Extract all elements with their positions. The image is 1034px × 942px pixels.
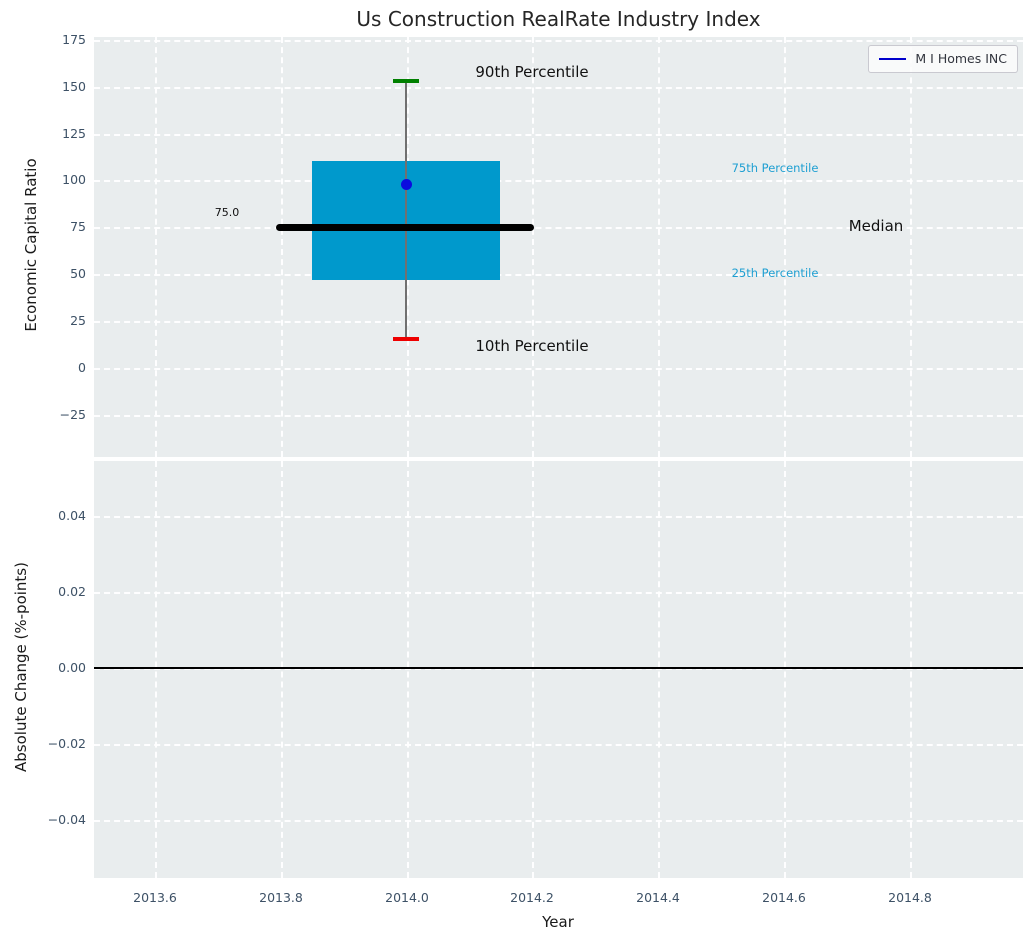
x-tick-label: 2014.2	[510, 890, 554, 905]
y-tick-label: 0.04	[58, 508, 86, 523]
x-tick-label: 2013.8	[259, 890, 303, 905]
gridline	[658, 37, 660, 457]
bottom-plot-area	[94, 461, 1023, 878]
gridline	[94, 40, 1023, 42]
gridline	[94, 368, 1023, 370]
gridline	[532, 461, 534, 878]
y-tick-label: 75	[70, 219, 86, 234]
x-axis-label: Year	[542, 913, 574, 931]
gridline	[94, 180, 1023, 182]
y-axis-label-top: Economic Capital Ratio	[22, 158, 40, 332]
legend: M I Homes INC	[868, 45, 1018, 73]
x-tick-label: 2014.4	[636, 890, 680, 905]
x-tick-label: 2014.0	[385, 890, 429, 905]
gridline	[94, 227, 1023, 229]
gridline	[94, 820, 1023, 822]
y-tick-label: 100	[62, 172, 86, 187]
boxplot-median-line	[276, 224, 534, 231]
gridline	[94, 274, 1023, 276]
gridline	[532, 37, 534, 457]
y-tick-label: 125	[62, 126, 86, 141]
x-tick-label: 2014.6	[762, 890, 806, 905]
y-tick-label: −0.04	[47, 812, 86, 827]
y-tick-label: −25	[59, 407, 86, 422]
company-data-point	[401, 179, 412, 190]
top-plot-area: 90th Percentile 75th Percentile 75.0 Med…	[94, 37, 1023, 457]
annotation-25th-percentile: 25th Percentile	[731, 266, 819, 280]
y-tick-label: −0.02	[47, 736, 86, 751]
gridline	[784, 37, 786, 457]
gridline	[94, 516, 1023, 518]
gridline	[910, 461, 912, 878]
annotation-median-value: 75.0	[214, 206, 240, 219]
gridline	[94, 134, 1023, 136]
legend-label: M I Homes INC	[915, 51, 1007, 66]
annotation-10th-percentile: 10th Percentile	[475, 337, 589, 355]
y-tick-label: 0.02	[58, 584, 86, 599]
y-tick-label: 0	[78, 360, 86, 375]
y-tick-label: 150	[62, 79, 86, 94]
zero-reference-line	[94, 667, 1023, 669]
gridline	[784, 461, 786, 878]
gridline	[94, 87, 1023, 89]
boxplot-whisker-line	[405, 81, 407, 339]
annotation-median: Median	[848, 217, 904, 235]
annotation-90th-percentile: 90th Percentile	[475, 63, 589, 81]
y-tick-label: 25	[70, 313, 86, 328]
y-axis-label-bottom: Absolute Change (%-points)	[12, 562, 30, 772]
gridline	[281, 461, 283, 878]
gridline	[155, 37, 157, 457]
boxplot-90th-cap	[393, 79, 419, 83]
gridline	[94, 415, 1023, 417]
gridline	[658, 461, 660, 878]
chart-title: Us Construction RealRate Industry Index	[356, 7, 761, 31]
gridline	[407, 461, 409, 878]
gridline	[910, 37, 912, 457]
gridline	[281, 37, 283, 457]
legend-line-icon	[879, 57, 907, 61]
gridline	[94, 321, 1023, 323]
gridline	[94, 668, 1023, 670]
x-tick-label: 2014.8	[888, 890, 932, 905]
y-tick-label: 50	[70, 266, 86, 281]
gridline	[155, 461, 157, 878]
gridline	[94, 592, 1023, 594]
annotation-75th-percentile: 75th Percentile	[731, 161, 819, 175]
gridline	[94, 744, 1023, 746]
x-tick-label: 2013.6	[133, 890, 177, 905]
y-tick-label: 175	[62, 32, 86, 47]
y-tick-label: 0.00	[58, 660, 86, 675]
boxplot-10th-cap	[393, 337, 419, 341]
